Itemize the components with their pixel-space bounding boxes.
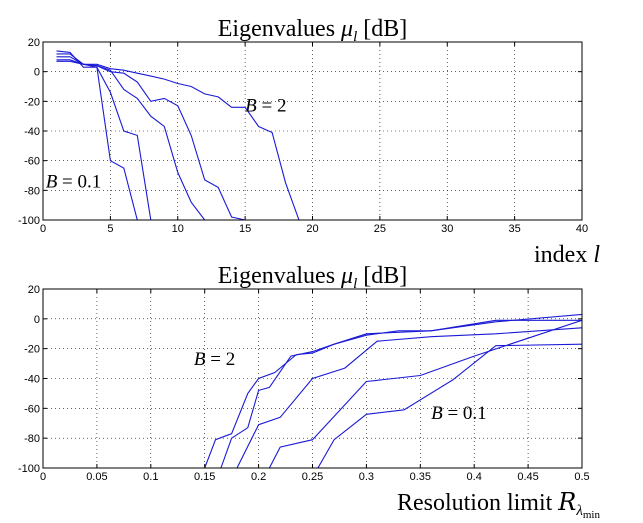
series-line (236, 327, 582, 468)
title-subscript: l (353, 276, 357, 292)
x-tick-label: 0.35 (410, 471, 431, 483)
x-axis-label: Resolution limit Rλmin (397, 488, 601, 521)
title-unit: [dB] (357, 16, 407, 42)
y-tick-label: -80 (24, 185, 40, 197)
series-group (56, 50, 300, 220)
y-tick-label: -60 (24, 403, 40, 415)
x-tick-label: 20 (306, 223, 318, 235)
series-line (268, 319, 582, 468)
y-tick-label: 20 (28, 37, 40, 49)
x-tick-label: 0 (40, 471, 46, 483)
y-tick-label: 0 (34, 314, 40, 326)
y-tick-label: 0 (34, 67, 40, 79)
x-axis-label-text: index (534, 242, 593, 268)
y-tick-label: -100 (18, 463, 40, 475)
annotation-variable: B (46, 171, 58, 192)
x-tick-label: 0.05 (86, 471, 107, 483)
title-symbol: μ (340, 263, 353, 289)
x-axis-label-symbol: R (557, 488, 576, 516)
eigenvalues-vs-index-plot: 0 5 10 15 20 25 30 35 40 -100 -80 -60 -40 -20 0 20 Eigen… (18, 16, 600, 268)
annotation-value: = 0.1 (443, 403, 487, 424)
x-tick-label: 25 (374, 223, 386, 235)
series-annotation: B = 2 (194, 349, 235, 370)
x-tick-label: 15 (239, 223, 251, 235)
y-tick-label: -60 (24, 156, 40, 168)
annotation-value: = 2 (206, 349, 236, 370)
x-tick-label: 0 (40, 223, 46, 235)
series-line (56, 53, 165, 220)
annotation-variable: B (194, 349, 206, 370)
series-group (204, 313, 582, 468)
x-tick-label: 0.2 (251, 471, 266, 483)
y-tick-label: -20 (24, 96, 40, 108)
annotation-variable: B (431, 403, 443, 424)
annotation-value: = 0.1 (57, 171, 101, 192)
x-tick-label: 10 (172, 223, 184, 235)
series-annotation: B = 2 (245, 96, 286, 117)
series-line (204, 313, 582, 468)
title-text: Eigenvalues (218, 16, 341, 42)
y-tick-label: -80 (24, 433, 40, 445)
x-tick-label: 0.3 (359, 471, 374, 483)
y-tick-label: -20 (24, 344, 40, 356)
y-tick-label: -100 (18, 215, 40, 227)
x-tick-label: 35 (509, 223, 521, 235)
y-tick-label: 20 (28, 284, 40, 296)
x-tick-label: 40 (576, 223, 588, 235)
x-tick-label: 0.4 (467, 471, 482, 483)
series-line (220, 319, 582, 468)
eigenvalues-vs-resolution-plot: 0 0.05 0.1 0.15 0.2 0.25 0.3 0.35 0.4 0.45 0.5 -100… (18, 263, 601, 521)
x-tick-label: 0.25 (302, 471, 323, 483)
title-text: Eigenvalues (218, 263, 341, 289)
x-tick-label: 5 (107, 223, 113, 235)
title-subscript: l (353, 29, 357, 45)
x-tick-label: 0.1 (143, 471, 158, 483)
annotation-variable: B (245, 96, 257, 117)
y-tick-label: -40 (24, 374, 40, 386)
series-line (317, 343, 582, 468)
chart-title: Eigenvalues μl [dB] (218, 16, 408, 45)
x-axis-label-symbol: l (593, 242, 600, 268)
series-annotation: B = 0.1 (431, 403, 487, 424)
x-axis-label-text: Resolution limit (397, 490, 558, 516)
x-tick-label: 0.45 (517, 471, 538, 483)
x-axis-label-subscript: λ (575, 503, 583, 519)
x-tick-label: 0.5 (574, 471, 589, 483)
chart-title: Eigenvalues μl [dB] (218, 263, 408, 292)
x-tick-label: 30 (441, 223, 453, 235)
annotation-value: = 2 (257, 96, 287, 117)
series-line (56, 50, 138, 220)
series-line (56, 60, 300, 220)
title-symbol: μ (340, 16, 353, 42)
x-axis-label: index l (534, 242, 600, 268)
title-unit: [dB] (357, 263, 407, 289)
series-annotation: B = 0.1 (46, 171, 102, 192)
y-tick-label: -40 (24, 126, 40, 138)
series-line (56, 59, 246, 220)
x-tick-label: 0.15 (194, 471, 215, 483)
x-axis-label-subsubscript: min (583, 509, 601, 521)
